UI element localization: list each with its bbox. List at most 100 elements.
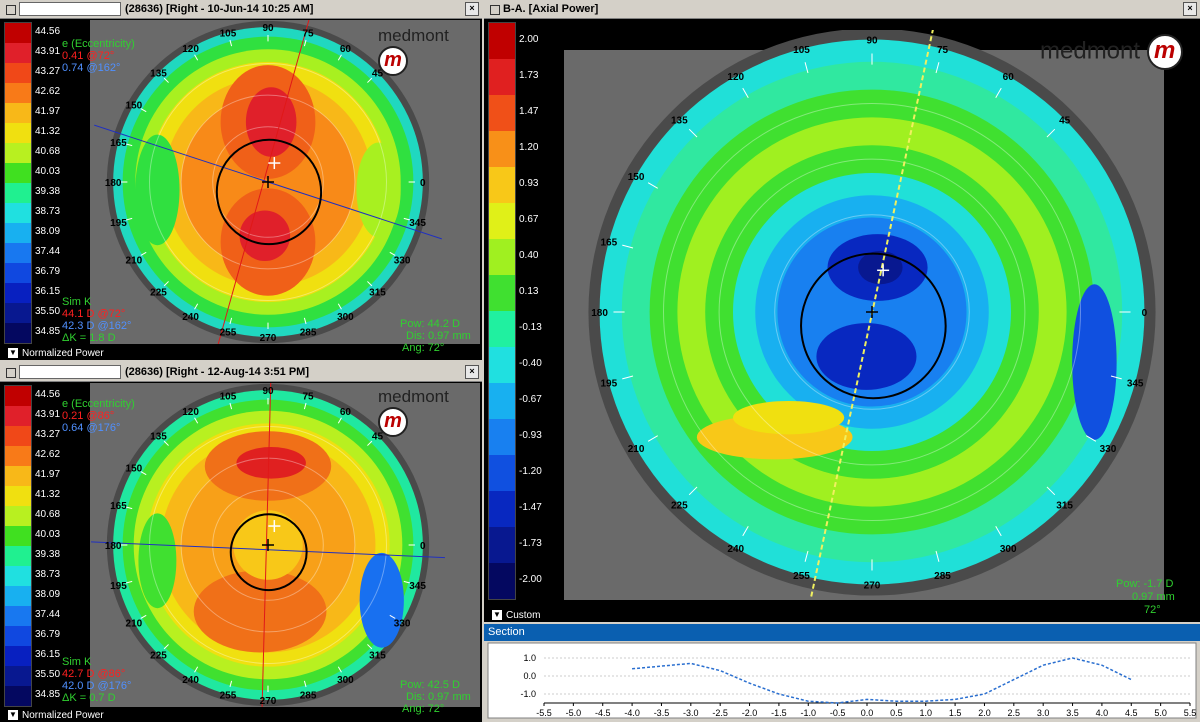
angle-label: 165 (110, 138, 127, 149)
section-x-tick: 5.5 (1184, 708, 1197, 718)
angle-label: 195 (110, 218, 127, 229)
angle-label: 225 (150, 287, 167, 298)
scale-label: -0.67 (519, 394, 542, 405)
contour-band (1072, 284, 1117, 440)
chevron-down-icon[interactable]: ▼ (492, 610, 502, 620)
contour-band (245, 87, 297, 157)
bottom-map-panel: (28636) [Right - 12-Aug-14 3:51 PM] × 44… (0, 363, 482, 722)
scale-label: -0.40 (519, 358, 542, 369)
angle-label: 0 (420, 541, 426, 552)
scale-swatch (489, 95, 515, 131)
contour-band (359, 552, 404, 648)
top-ang: Ang: 72° (402, 342, 445, 354)
angle-label: 300 (337, 675, 354, 686)
section-y-tick: -1.0 (520, 689, 536, 699)
pin-icon[interactable] (4, 366, 16, 378)
top-name-field[interactable] (19, 2, 121, 16)
section-x-tick: -4.5 (595, 708, 611, 718)
angle-label: 90 (262, 386, 274, 397)
angle-label: 150 (126, 464, 143, 475)
scale-label: 35.50 (35, 306, 61, 317)
angle-label: 60 (1003, 72, 1015, 83)
section-x-tick: 4.0 (1096, 708, 1109, 718)
scale-swatch (5, 23, 31, 43)
top-close-button[interactable]: × (465, 2, 479, 16)
scale-label: 42.62 (35, 449, 61, 460)
right-panel-titlebar: B-A. [Axial Power] × (484, 0, 1200, 19)
scale-swatch (489, 491, 515, 527)
angle-label: 210 (126, 618, 143, 629)
angle-label: 75 (937, 45, 949, 56)
pin-icon[interactable] (488, 3, 500, 15)
scale-label: 39.38 (35, 549, 61, 560)
section-curve (632, 657, 1132, 704)
scale-label: 38.73 (35, 206, 61, 217)
scale-swatch (5, 83, 31, 103)
angle-label: 285 (300, 328, 317, 339)
angle-label: 270 (260, 333, 277, 344)
top-ecc-2: 0.74 @162° (62, 62, 121, 74)
section-y-tick: 1.0 (523, 653, 536, 663)
scale-label: 34.85 (35, 326, 61, 337)
angle-label: 315 (369, 650, 386, 661)
section-x-tick: 0.5 (890, 708, 903, 718)
bottom-simk-header: Sim K (62, 656, 92, 668)
contour-band (858, 250, 903, 285)
pin-icon[interactable] (4, 3, 16, 15)
angle-label: 165 (600, 237, 617, 248)
chevron-down-icon[interactable]: ▼ (8, 348, 18, 358)
bottom-close-button[interactable]: × (465, 365, 479, 379)
section-plot[interactable]: 1.00.0-1.0-5.5 -5.0 -4.5 -4.0 -3.5 -3.0 -2.5 -2… (484, 641, 1200, 722)
top-simk-header: Sim K (62, 296, 92, 308)
scale-label: 43.91 (35, 46, 61, 57)
contour-band (138, 513, 177, 609)
angle-label: 135 (150, 432, 167, 443)
top-topography-map[interactable]: 105 90 75 60 45 0 345 330 315 300 285 270 255 240 225 2… (90, 20, 480, 344)
bottom-topography-map[interactable]: 105 90 75 60 45 0 345 330 315 300 285 270 255 240 225 2… (90, 383, 480, 707)
bottom-map-type-label[interactable]: Normalized Power (22, 709, 104, 721)
scale-label: 40.03 (35, 529, 61, 540)
top-ecc-1: 0.41 @72° (62, 50, 115, 62)
section-x-tick: 3.0 (1037, 708, 1050, 718)
scale-swatch (5, 386, 31, 406)
angle-label: 60 (340, 407, 352, 418)
top-map-type-label[interactable]: Normalized Power (22, 347, 104, 359)
scale-swatch (5, 143, 31, 163)
scale-label: 34.85 (35, 689, 61, 700)
right-map-type-label[interactable]: Custom (506, 609, 541, 621)
scale-label: 38.73 (35, 569, 61, 580)
scale-swatch (5, 243, 31, 263)
scale-label: 2.00 (519, 34, 539, 45)
right-medmont-logo: medmont m (1040, 34, 1183, 70)
scale-swatch (489, 23, 515, 59)
angle-label: 330 (394, 255, 411, 266)
right-dis: 0.97 mm (1132, 591, 1175, 603)
right-bottom-bar: ▼ Custom (484, 608, 684, 622)
scale-swatch (5, 303, 31, 323)
scale-swatch (5, 263, 31, 283)
medmont-m-icon: m (378, 46, 408, 76)
scale-label: -1.47 (519, 502, 542, 513)
scale-label: 40.68 (35, 146, 61, 157)
scale-label: 43.27 (35, 66, 61, 77)
scale-swatch (5, 103, 31, 123)
right-close-button[interactable]: × (1183, 2, 1197, 16)
scale-label: 0.93 (519, 178, 539, 189)
angle-label: 45 (372, 432, 384, 443)
angle-label: 105 (793, 45, 810, 56)
angle-label: 255 (220, 328, 237, 339)
angle-label: 180 (105, 178, 122, 189)
scale-swatch (5, 43, 31, 63)
bottom-name-field[interactable] (19, 365, 121, 379)
section-x-tick: -5.0 (566, 708, 582, 718)
scale-label: 0.67 (519, 214, 539, 225)
difference-topography-map[interactable]: 105 90 75 60 45 0 345 330 315 300 285 270 255 240 225 2… (564, 30, 1164, 600)
top-simk-1: 44.1 D @72° (62, 308, 126, 320)
scale-label: 38.09 (35, 226, 61, 237)
chevron-down-icon[interactable]: ▼ (8, 710, 18, 720)
scale-swatch (5, 566, 31, 586)
section-x-tick: 1.0 (919, 708, 932, 718)
scale-label: 39.38 (35, 186, 61, 197)
contour-band (236, 447, 306, 479)
angle-label: 150 (628, 172, 645, 183)
